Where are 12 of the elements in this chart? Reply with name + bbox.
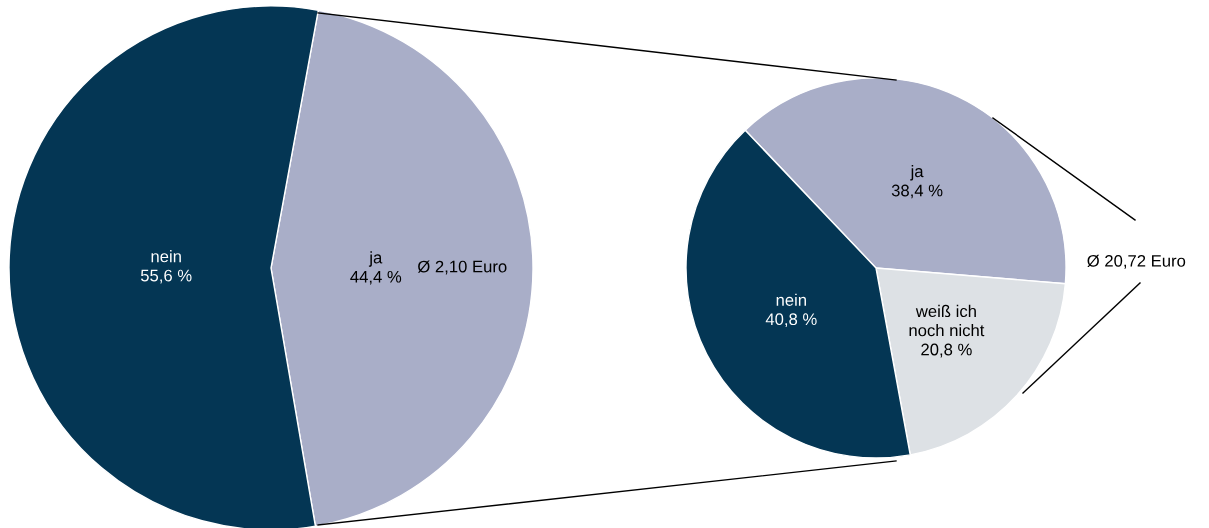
data-label: 44,4 % bbox=[350, 270, 402, 285]
slice-label: ja bbox=[910, 164, 924, 181]
slice-label: nein bbox=[151, 250, 181, 263]
text: Ø 20,72 Euro bbox=[1087, 254, 1186, 269]
slice-label: nein bbox=[776, 293, 806, 306]
text: Ø 2,10 Euro bbox=[417, 260, 507, 275]
data-label: 20,8 % bbox=[921, 343, 972, 358]
data-label: 38,4 % bbox=[891, 184, 943, 199]
data-label: 55,6 % bbox=[140, 269, 192, 284]
data-label: 40,8 % bbox=[765, 313, 817, 328]
slice-label: ja bbox=[368, 251, 383, 267]
slice-label: weiß ich noch nicht bbox=[909, 304, 985, 337]
